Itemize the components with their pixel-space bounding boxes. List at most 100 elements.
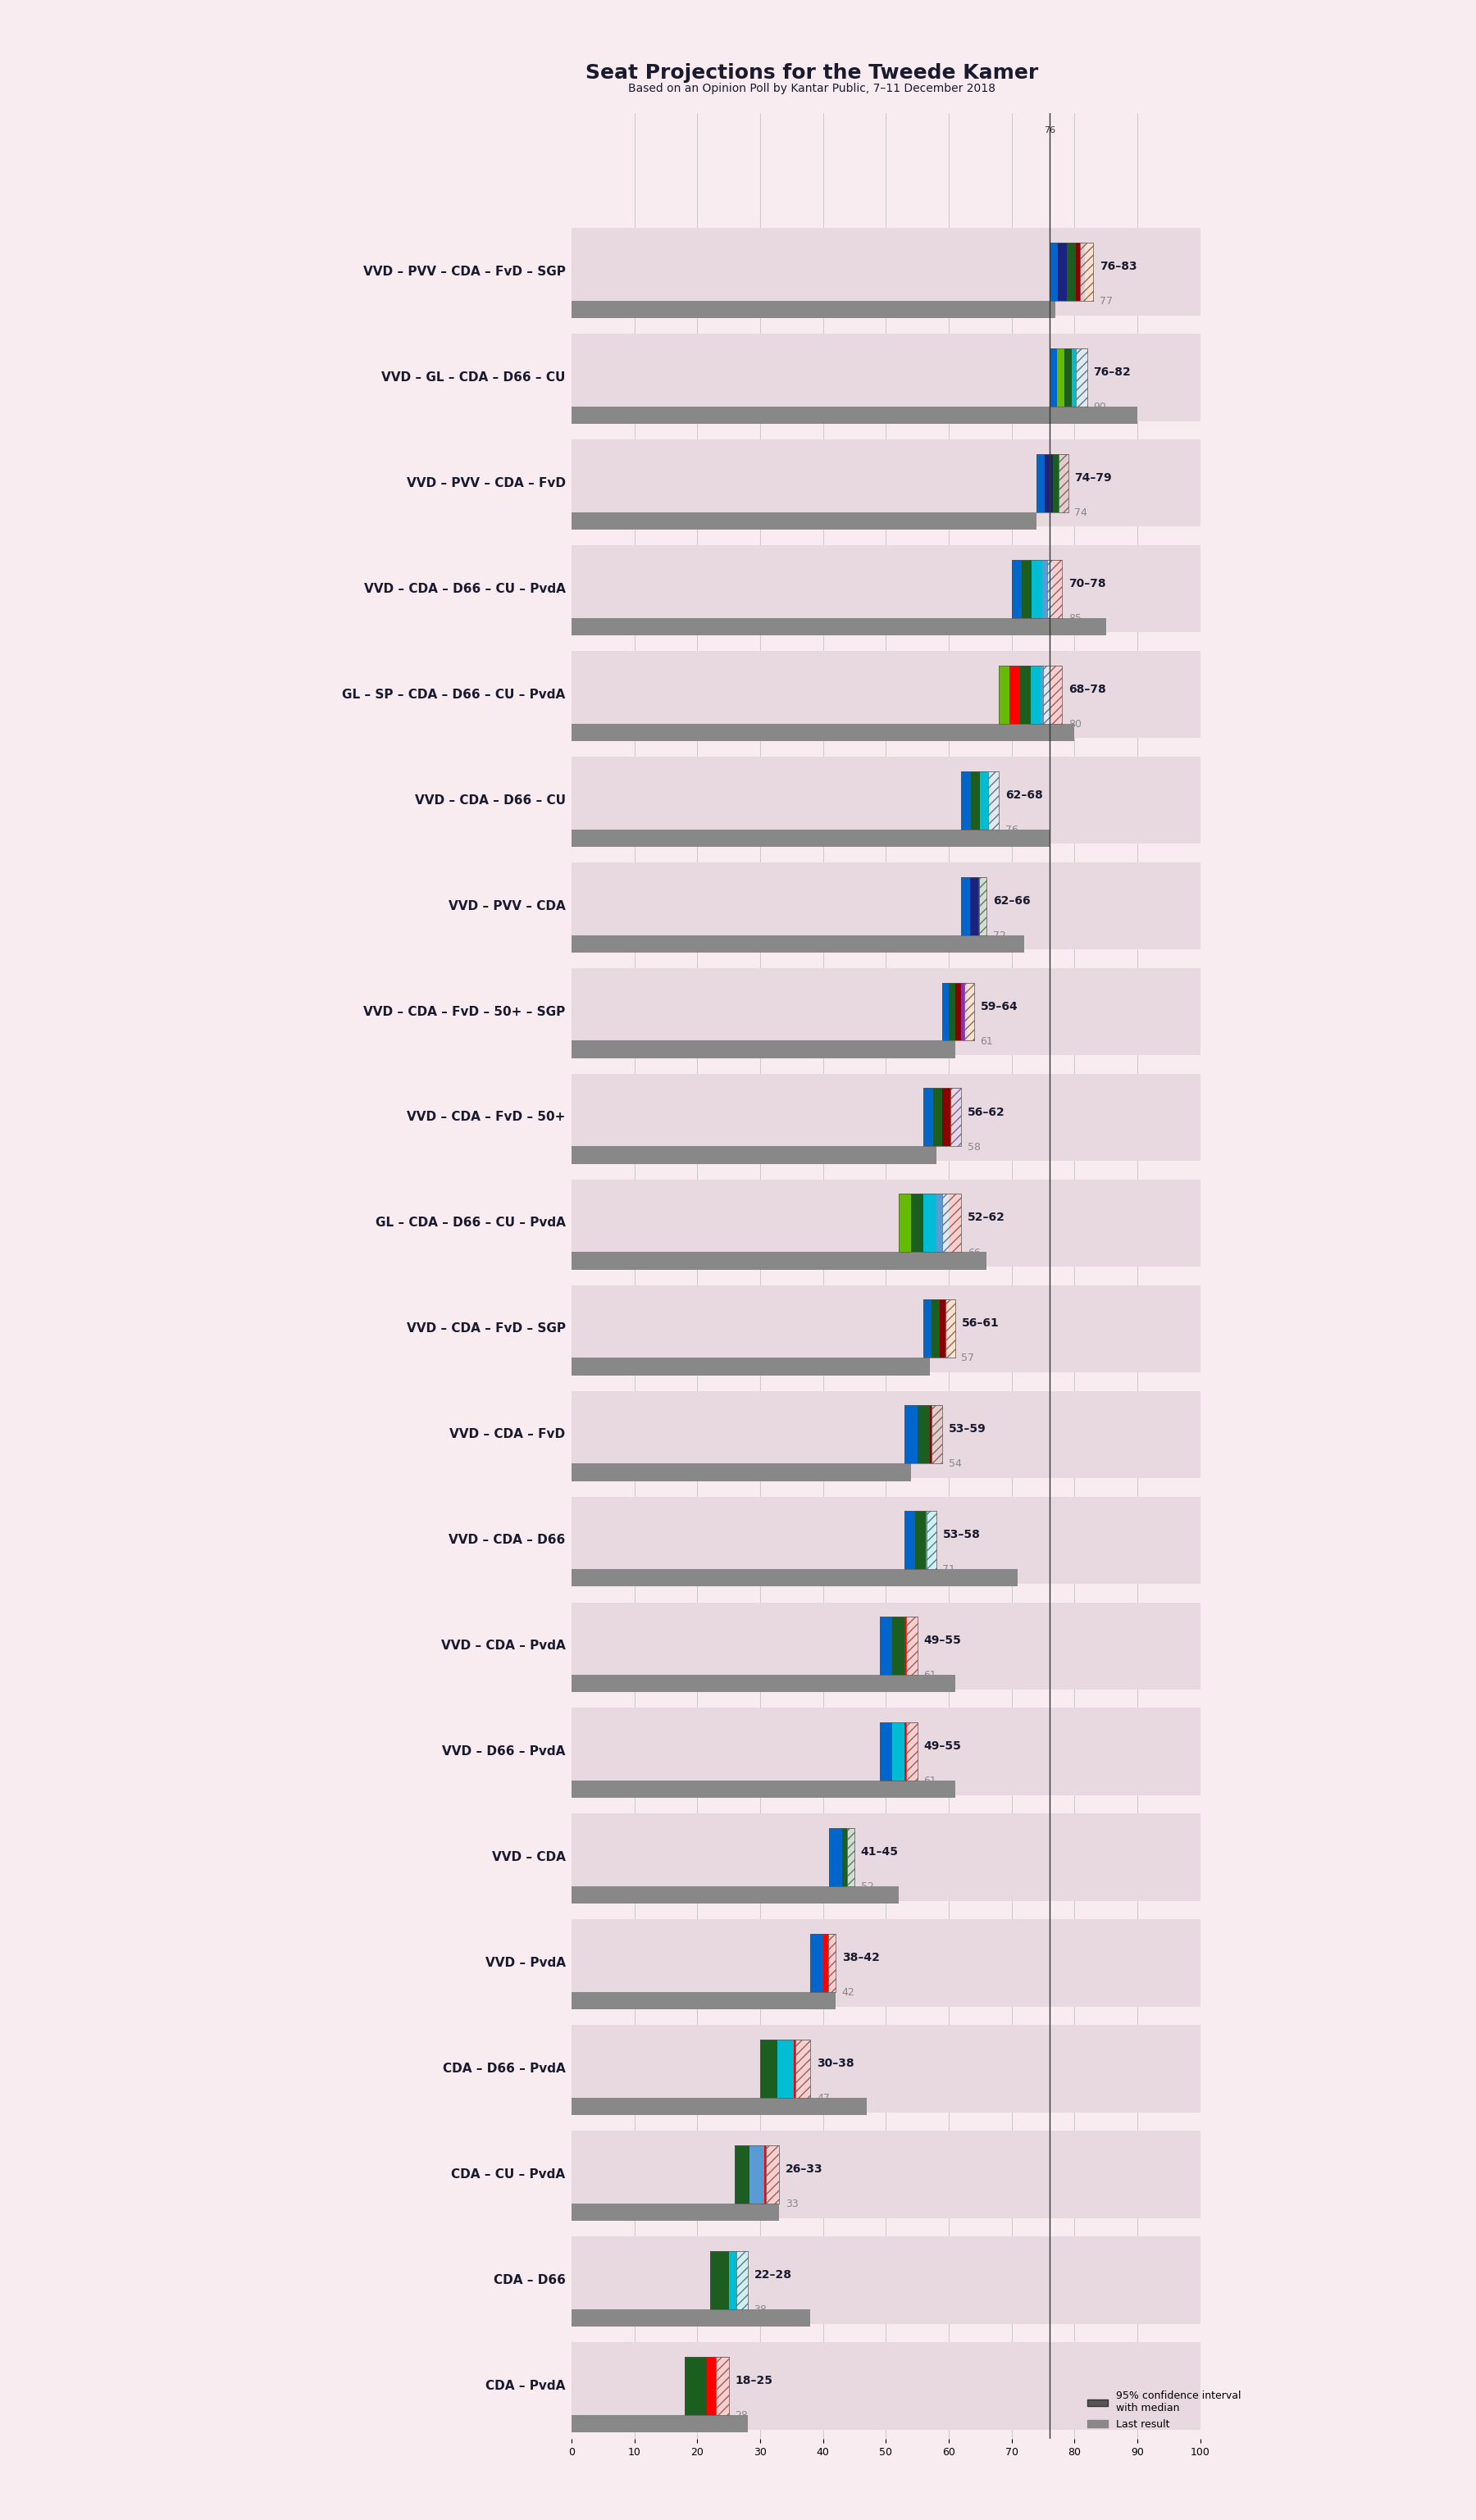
Text: 71: 71 <box>943 1565 955 1575</box>
FancyBboxPatch shape <box>906 1724 918 1782</box>
Bar <box>794 2039 810 2097</box>
Text: 53–58: 53–58 <box>943 1530 980 1540</box>
Text: VVD – CDA – PvdA: VVD – CDA – PvdA <box>441 1641 565 1653</box>
FancyBboxPatch shape <box>979 877 986 935</box>
Bar <box>571 227 1200 315</box>
Text: 56–62: 56–62 <box>968 1106 1005 1119</box>
Text: 30–38: 30–38 <box>816 2059 855 2069</box>
Bar <box>729 2250 748 2308</box>
Bar <box>571 438 1200 527</box>
Bar <box>571 1464 911 1482</box>
Text: CDA – CU – PvdA: CDA – CU – PvdA <box>452 2167 565 2180</box>
Text: 49–55: 49–55 <box>924 1635 961 1646</box>
Text: 18–25: 18–25 <box>735 2374 773 2386</box>
Text: 62–66: 62–66 <box>993 895 1030 907</box>
Text: 70–78: 70–78 <box>1069 577 1106 590</box>
Bar <box>810 1933 824 1991</box>
Text: 77: 77 <box>1100 295 1113 307</box>
Bar <box>1011 559 1021 617</box>
Text: VVD – PvdA: VVD – PvdA <box>486 1958 565 1968</box>
FancyBboxPatch shape <box>951 1089 961 1147</box>
Text: 61: 61 <box>924 1777 937 1787</box>
Bar <box>1058 242 1067 300</box>
Text: VVD – CDA – D66: VVD – CDA – D66 <box>449 1535 565 1547</box>
Bar <box>1049 348 1057 406</box>
Bar <box>930 1406 943 1464</box>
Bar <box>1064 348 1072 406</box>
Bar <box>571 333 1200 421</box>
Text: 85: 85 <box>1069 612 1082 625</box>
Bar <box>841 1827 855 1887</box>
Bar <box>1042 559 1052 617</box>
Bar <box>1010 665 1020 723</box>
Bar <box>571 544 1200 633</box>
Text: 76–83: 76–83 <box>1100 260 1137 272</box>
Text: 54: 54 <box>949 1459 962 1469</box>
Text: VVD – PVV – CDA – FvD – SGP: VVD – PVV – CDA – FvD – SGP <box>363 265 565 277</box>
FancyBboxPatch shape <box>716 2356 729 2414</box>
Text: 76–82: 76–82 <box>1094 365 1131 378</box>
Bar <box>892 1618 905 1676</box>
Bar <box>571 968 1200 1056</box>
Text: 74–79: 74–79 <box>1075 471 1111 484</box>
Text: 49–55: 49–55 <box>924 1741 961 1751</box>
Bar <box>892 1724 905 1782</box>
Text: 52: 52 <box>861 1882 874 1893</box>
Bar <box>933 1089 943 1147</box>
Bar <box>1052 454 1060 512</box>
FancyBboxPatch shape <box>766 2145 779 2202</box>
Bar <box>571 1782 955 1799</box>
Bar <box>980 771 989 829</box>
Bar <box>571 617 1106 635</box>
Bar <box>905 1618 918 1676</box>
Bar <box>571 1570 1018 1588</box>
Bar <box>952 1089 961 1147</box>
FancyBboxPatch shape <box>737 2250 748 2308</box>
Text: 90: 90 <box>1094 401 1107 413</box>
Bar <box>939 1300 948 1358</box>
Text: 76: 76 <box>1044 126 1055 134</box>
Bar <box>943 983 949 1041</box>
Bar <box>1072 348 1079 406</box>
Text: 66: 66 <box>968 1247 980 1257</box>
Bar <box>571 1252 986 1270</box>
Bar <box>924 1089 933 1147</box>
Bar <box>924 1300 931 1358</box>
Bar <box>1049 242 1058 300</box>
Text: 58: 58 <box>968 1142 980 1152</box>
Bar <box>911 1194 924 1252</box>
Bar <box>1051 665 1061 723</box>
Text: VVD – CDA – FvD: VVD – CDA – FvD <box>450 1429 565 1441</box>
Bar <box>571 756 1200 844</box>
Text: VVD – CDA – FvD – SGP: VVD – CDA – FvD – SGP <box>406 1323 565 1336</box>
Bar <box>571 1991 835 2008</box>
Bar <box>571 2414 748 2432</box>
Text: CDA – D66 – PvdA: CDA – D66 – PvdA <box>443 2061 565 2074</box>
Text: 22–28: 22–28 <box>754 2268 791 2281</box>
Bar <box>571 935 1024 953</box>
Bar <box>1067 242 1076 300</box>
Bar <box>1032 559 1042 617</box>
Bar <box>915 1512 925 1570</box>
Text: VVD – GL – CDA – D66 – CU: VVD – GL – CDA – D66 – CU <box>381 370 565 383</box>
Text: 52–62: 52–62 <box>968 1212 1005 1225</box>
Text: VVD – CDA: VVD – CDA <box>492 1852 565 1862</box>
Bar <box>571 723 1075 741</box>
Text: Based on an Opinion Poll by Kantar Public, 7–11 December 2018: Based on an Opinion Poll by Kantar Publi… <box>629 83 995 96</box>
FancyBboxPatch shape <box>987 771 999 829</box>
Text: VVD – PVV – CDA: VVD – PVV – CDA <box>449 900 565 912</box>
Text: 56–61: 56–61 <box>961 1318 999 1328</box>
Text: 74: 74 <box>1075 507 1088 519</box>
Bar <box>685 2356 707 2414</box>
Bar <box>924 1194 936 1252</box>
Bar <box>905 1724 918 1782</box>
Bar <box>1060 454 1069 512</box>
Bar <box>1052 559 1061 617</box>
FancyBboxPatch shape <box>946 1300 955 1358</box>
Text: GL – SP – CDA – D66 – CU – PvdA: GL – SP – CDA – D66 – CU – PvdA <box>342 688 565 701</box>
Text: 42: 42 <box>841 1988 855 1998</box>
Bar <box>955 983 961 1041</box>
Bar <box>571 2238 1200 2323</box>
Bar <box>765 2145 779 2202</box>
Bar <box>1057 348 1064 406</box>
